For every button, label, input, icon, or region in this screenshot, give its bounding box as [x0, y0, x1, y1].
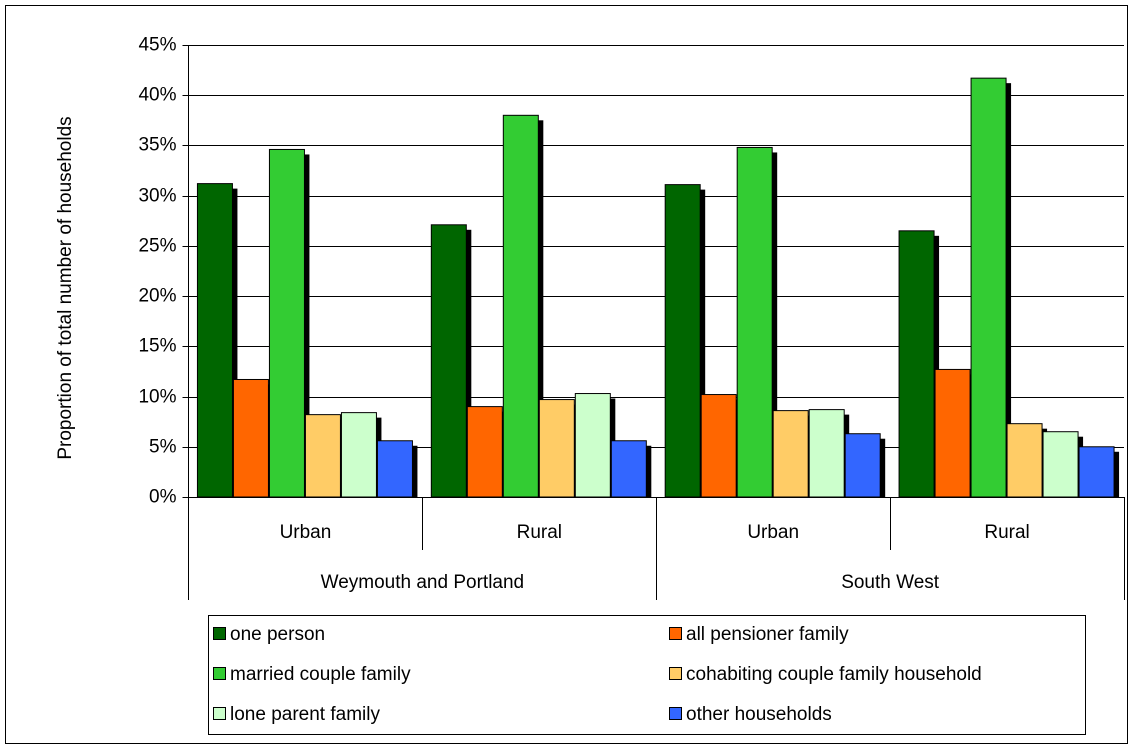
- y-tick-label: 40%: [138, 85, 176, 106]
- bar: [772, 410, 809, 498]
- legend-label: all pensioner family: [686, 624, 849, 645]
- bar: [574, 393, 611, 498]
- group-label: Weymouth and Portland: [321, 572, 525, 593]
- bar: [340, 412, 377, 498]
- legend-box: [208, 615, 1086, 735]
- bar: [844, 433, 881, 498]
- bar: [934, 368, 971, 498]
- legend-swatch: [669, 627, 682, 640]
- group-label: South West: [841, 572, 940, 593]
- bar: [502, 114, 539, 498]
- legend-swatch: [669, 667, 682, 680]
- bar: [664, 184, 701, 498]
- legend-label: one person: [230, 624, 325, 645]
- legend-label: other households: [686, 704, 832, 725]
- bar: [196, 183, 233, 498]
- bar: [1006, 423, 1043, 498]
- bar: [610, 440, 647, 498]
- x-tick-label: Urban: [280, 522, 332, 543]
- y-tick-label: 25%: [138, 236, 176, 257]
- bar: [268, 148, 305, 498]
- legend-label: married couple family: [230, 664, 411, 685]
- bar: [700, 394, 737, 498]
- bar: [1042, 431, 1079, 498]
- bar: [232, 378, 269, 498]
- bar: [808, 409, 845, 498]
- legend-swatch: [213, 627, 226, 640]
- y-tick-label: 5%: [149, 437, 177, 458]
- y-tick-label: 20%: [138, 286, 176, 307]
- bar: [970, 77, 1007, 498]
- legend-swatch: [669, 707, 682, 720]
- legend-swatch: [213, 667, 226, 680]
- y-tick-label: 45%: [138, 35, 176, 56]
- y-tick-label: 10%: [138, 387, 176, 408]
- y-tick-label: 35%: [138, 135, 176, 156]
- legend-label: lone parent family: [230, 704, 380, 725]
- y-tick-label: 0%: [149, 487, 177, 508]
- bar: [1078, 446, 1115, 498]
- bar: [376, 440, 413, 498]
- x-tick-label: Rural: [517, 522, 562, 543]
- y-axis-label: Proportion of total number of households: [55, 116, 76, 459]
- bar: [304, 414, 341, 498]
- bar: [898, 230, 935, 498]
- bar: [430, 224, 467, 498]
- bar: [466, 406, 503, 498]
- bar: [538, 399, 575, 498]
- y-tick-label: 15%: [138, 336, 176, 357]
- legend-label: cohabiting couple family household: [686, 664, 982, 685]
- x-tick-label: Rural: [984, 522, 1029, 543]
- x-tick-label: Urban: [747, 522, 799, 543]
- bar: [736, 146, 773, 498]
- legend-swatch: [213, 707, 226, 720]
- y-tick-label: 30%: [138, 186, 176, 207]
